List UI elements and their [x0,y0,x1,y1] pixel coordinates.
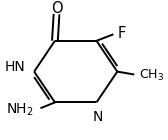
Text: HN: HN [5,60,25,74]
Text: O: O [51,1,62,16]
Text: N: N [93,109,103,123]
Text: F: F [117,26,125,41]
Text: NH$_2$: NH$_2$ [7,102,34,118]
Text: CH$_3$: CH$_3$ [139,68,164,83]
